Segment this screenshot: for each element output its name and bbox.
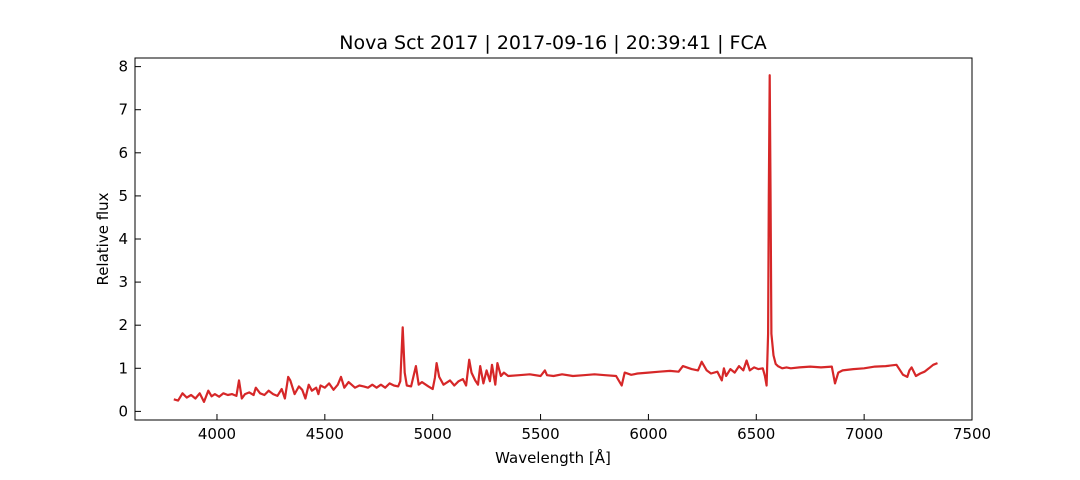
- spectrum-line: [173, 74, 938, 403]
- y-tick-label: 5: [118, 187, 128, 205]
- y-tick-label: 4: [118, 230, 128, 248]
- x-tick-label: 6500: [737, 425, 775, 443]
- y-tick-label: 8: [118, 58, 128, 76]
- x-tick-label: 7000: [845, 425, 883, 443]
- y-tick-label: 6: [118, 144, 128, 162]
- y-axis: 0 1 2 3 4 5 6 7 8: [118, 58, 141, 420]
- chart-title: Nova Sct 2017 | 2017-09-16 | 20:39:41 | …: [339, 32, 767, 54]
- x-tick-label: 4000: [198, 425, 236, 443]
- x-axis: 4000 4500 5000 5500 6000 6500 7000 7500: [198, 414, 991, 443]
- x-tick-label: 6000: [629, 425, 667, 443]
- y-axis-label: Relative flux: [94, 192, 112, 285]
- x-tick-label: 4500: [306, 425, 344, 443]
- y-tick-label: 2: [118, 316, 128, 334]
- plot-frame: [134, 57, 973, 421]
- x-axis-label: Wavelength [Å]: [495, 448, 611, 467]
- x-tick-label: 7500: [953, 425, 991, 443]
- y-tick-label: 0: [118, 402, 128, 420]
- y-tick-label: 1: [118, 359, 128, 377]
- x-tick-label: 5500: [521, 425, 559, 443]
- x-tick-label: 5000: [414, 425, 452, 443]
- y-tick-label: 7: [118, 101, 128, 119]
- y-tick-label: 3: [118, 273, 128, 291]
